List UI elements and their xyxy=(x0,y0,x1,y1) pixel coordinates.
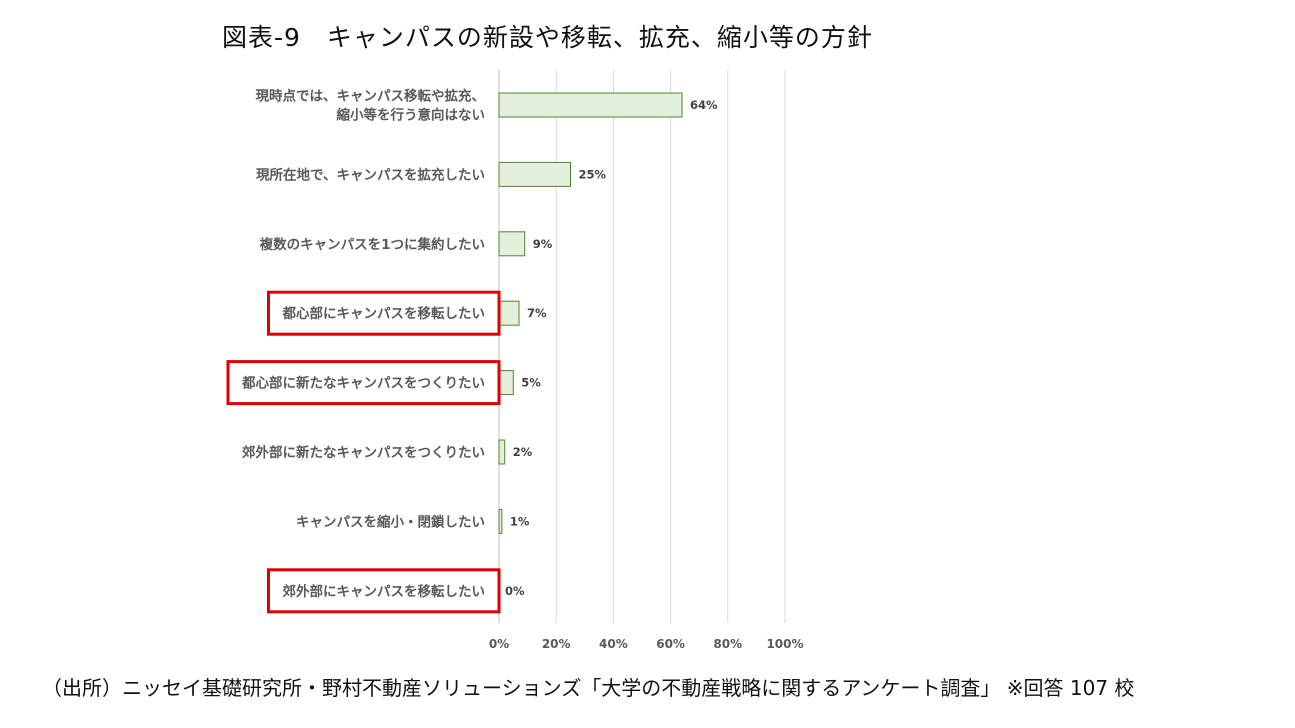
source-note: （出所）ニッセイ基礎研究所・野村不動産ソリューションズ「大学の不動産戦略に関する… xyxy=(42,676,1135,700)
category-label: 都心部に新たなキャンパスをつくりたい xyxy=(241,375,485,392)
chart-title: 図表-9 キャンパスの新設や移転、拡充、縮小等の方針 xyxy=(222,23,873,52)
category-label: 郊外部にキャンパスを移転したい xyxy=(283,583,486,600)
data-label: 64% xyxy=(690,98,718,112)
category-label: 都心部にキャンパスを移転したい xyxy=(282,305,486,322)
bar xyxy=(498,300,520,326)
labels: 0% 20% 40% 60% 80% 100% 64% 現時点では、キャンパス移転や拡充、縮小… xyxy=(241,88,804,652)
bar xyxy=(498,92,683,118)
category-label: 現所在地で、キャンパスを拡充したい xyxy=(256,166,485,183)
bar xyxy=(498,231,526,257)
x-tick-label: 100% xyxy=(766,637,803,651)
data-label: 25% xyxy=(579,167,607,181)
x-tick-label: 0% xyxy=(489,637,509,651)
x-tick-label: 20% xyxy=(542,637,571,651)
highlight-box xyxy=(267,290,501,336)
data-label: 7% xyxy=(527,306,547,320)
category-label: 複数のキャンパスを1つに集約したい xyxy=(259,236,485,253)
grid-lines xyxy=(498,70,786,623)
data-label: 5% xyxy=(521,376,541,390)
bar xyxy=(498,508,503,534)
category-label: 現時点では、キャンパス移転や拡充、 xyxy=(256,88,486,105)
category-label: 郊外部に新たなキャンパスをつくりたい xyxy=(242,444,485,461)
highlight-box xyxy=(226,360,501,406)
data-label: 1% xyxy=(510,514,530,528)
bars xyxy=(498,92,683,534)
bar xyxy=(498,161,571,187)
data-label: 0% xyxy=(505,584,525,598)
x-tick-label: 60% xyxy=(656,637,685,651)
x-tick-label: 80% xyxy=(713,637,742,651)
highlight-boxes xyxy=(226,290,501,614)
category-label: 縮小等を行う意向はない xyxy=(337,107,486,124)
data-label: 9% xyxy=(533,237,553,251)
x-tick-label: 40% xyxy=(599,637,628,651)
data-label: 2% xyxy=(513,445,533,459)
highlight-box xyxy=(267,568,501,614)
bar xyxy=(498,370,514,396)
bar xyxy=(498,439,506,465)
category-label: キャンパスを縮小・閉鎖したい xyxy=(296,513,485,530)
